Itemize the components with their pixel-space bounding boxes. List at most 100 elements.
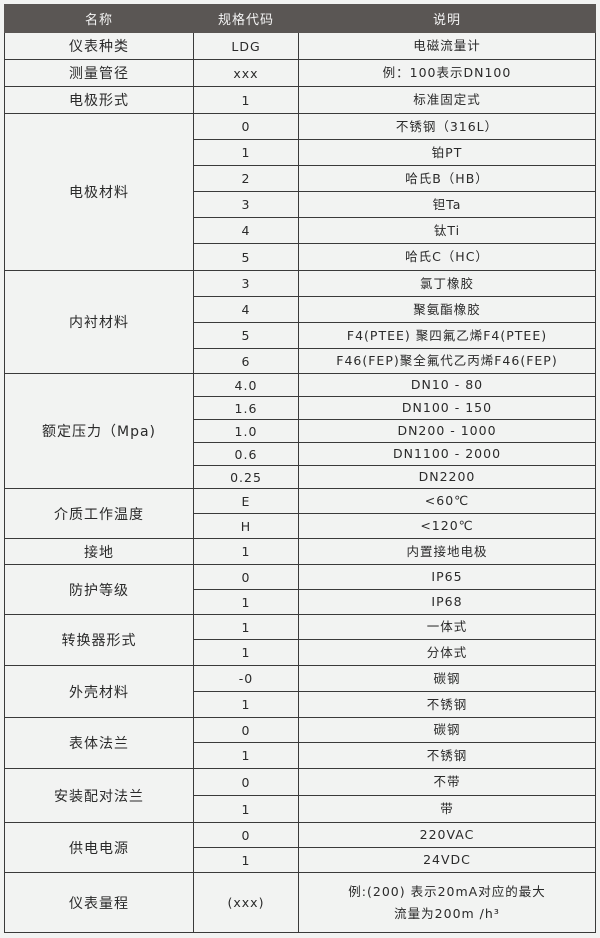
spec-desc-line: 例:(200) 表示20mA对应的最大 [348,883,546,899]
spec-code: 0 [193,564,299,590]
spec-code: H [193,513,299,539]
table-row: 1.0 DN200 - 1000 [5,419,596,443]
spec-name: 外壳材料 [4,665,194,718]
table-row: 1 分体式 [5,639,596,666]
spec-code: 0 [193,717,299,743]
spec-name: 供电电源 [4,822,194,873]
spec-code: -0 [193,665,299,692]
spec-name: 测量管径 [4,59,194,87]
table-row: 供电电源 0 220VAC [4,822,596,873]
spec-desc: DN10 - 80 [298,373,596,397]
spec-code: 1 [193,795,299,823]
spec-code: LDG [193,32,299,60]
spec-code: 1 [193,847,299,873]
table-row: 介质工作温度 E <60℃ [4,488,596,539]
spec-desc: IP68 [298,589,596,615]
spec-desc: 一体式 [298,614,596,640]
spec-code: 1 [193,691,299,718]
header-name: 名称 [4,4,194,33]
spec-code: 1 [193,538,299,565]
spec-name: 电极形式 [4,86,194,114]
spec-code: 6 [193,348,299,374]
spec-desc: 内置接地电极 [298,538,596,565]
spec-code: 4.0 [193,373,299,397]
spec-name: 转换器形式 [4,614,194,666]
spec-desc: DN200 - 1000 [298,419,596,443]
table-row: 表体法兰 0 碳钢 [4,717,596,769]
spec-code: 1 [193,639,299,666]
spec-desc: 碳钢 [298,717,596,743]
spec-code: 1 [193,742,299,769]
table-row: 防护等级 0 IP65 [4,564,596,615]
spec-name: 安装配对法兰 [4,768,194,823]
spec-code: 0 [193,768,299,796]
spec-code: 4 [193,296,299,323]
spec-code: (xxx) [193,872,299,933]
table-row: 接地 1 内置接地电极 [4,538,596,565]
spec-code: 0 [193,822,299,848]
spec-code: 1 [193,86,299,114]
table-row: 5 哈氏C（HC） [5,243,596,271]
table-body: 仪表种类 LDG 电磁流量计 测量管径 xxx 例：100表示DN100 电极形式 1 标准固定… [4,32,596,933]
table-row: 0.6 DN1100 - 2000 [5,442,596,466]
spec-name: 额定压力（Mpa) [4,373,194,489]
table-row: 3 钽Ta [5,191,596,218]
spec-name: 内衬材料 [4,270,194,374]
spec-desc: 铂PT [298,139,596,166]
spec-desc: 例：100表示DN100 [298,59,596,87]
spec-desc: 哈氏C（HC） [298,243,596,271]
spec-code: 1.6 [193,396,299,420]
spec-desc: 哈氏B（HB） [298,165,596,192]
spec-desc: 例:(200) 表示20mA对应的最大 流量为200m /h³ [298,872,596,933]
spec-name: 接地 [4,538,194,565]
header-desc: 说明 [298,4,596,33]
table-row: 内衬材料 3 氯丁橡胶 [4,270,596,374]
spec-desc: 不锈钢（316L） [298,113,596,140]
table-row: 外壳材料 -0 碳钢 [4,665,596,718]
table-row: 6 F46(FEP)聚全氟代乙丙烯F46(FEP) [5,348,596,374]
table-row: 2 哈氏B（HB） [5,165,596,192]
table-row: 0.25 DN2200 [5,465,596,489]
spec-code: E [193,488,299,514]
table-row: 1.6 DN100 - 150 [5,396,596,420]
table-row: 5 F4(PTEE) 聚四氟乙烯F4(PTEE) [5,322,596,349]
table-row: 电极形式 1 标准固定式 [4,86,596,114]
spec-name: 仪表种类 [4,32,194,60]
spec-code: 3 [193,191,299,218]
spec-desc-line: 流量为200m /h³ [394,905,500,921]
spec-desc: DN1100 - 2000 [298,442,596,466]
spec-code: 4 [193,217,299,244]
spec-desc: 钛Ti [298,217,596,244]
spec-name: 表体法兰 [4,717,194,769]
spec-code: 0.25 [193,465,299,489]
spec-code: 1 [193,589,299,615]
table-row: 额定压力（Mpa) 4.0 DN10 - 80 [4,373,596,489]
spec-code: 2 [193,165,299,192]
spec-code: xxx [193,59,299,87]
table-row: 4 钛Ti [5,217,596,244]
spec-desc: 不锈钢 [298,691,596,718]
spec-name: 介质工作温度 [4,488,194,539]
table-row: 测量管径 xxx 例：100表示DN100 [4,59,596,87]
spec-table: 名称 规格代码 说明 仪表种类 LDG 电磁流量计 测量管径 xxx 例：100表示DN1… [4,4,596,933]
spec-desc: IP65 [298,564,596,590]
spec-desc: 分体式 [298,639,596,666]
spec-code: 1 [193,139,299,166]
spec-desc: 24VDC [298,847,596,873]
spec-name: 仪表量程 [4,872,194,933]
table-row: 1 IP68 [5,589,596,615]
spec-desc: 标准固定式 [298,86,596,114]
spec-desc: 不带 [298,768,596,796]
table-row: 4 聚氨酯橡胶 [5,296,596,323]
header-code: 规格代码 [193,4,299,33]
spec-code: 5 [193,243,299,271]
spec-code: 0 [193,113,299,140]
spec-desc: 带 [298,795,596,823]
table-row: H <120℃ [5,513,596,539]
table-row: 安装配对法兰 0 不带 [4,768,596,823]
header-row: 名称 规格代码 说明 [4,4,596,33]
spec-desc: <120℃ [298,513,596,539]
spec-code: 3 [193,270,299,297]
table-row: 电极材料 0 不锈钢（316L） [4,113,596,271]
spec-desc: 碳钢 [298,665,596,692]
